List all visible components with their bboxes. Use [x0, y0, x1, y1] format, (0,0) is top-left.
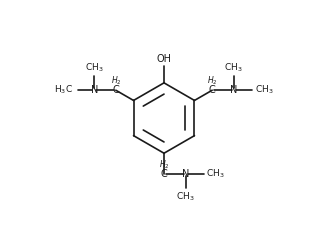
Text: N: N — [230, 85, 237, 95]
Text: CH$_3$: CH$_3$ — [255, 84, 273, 96]
Text: CH$_3$: CH$_3$ — [176, 190, 195, 203]
Text: N: N — [182, 169, 189, 179]
Text: N: N — [91, 85, 98, 95]
Text: CH$_3$: CH$_3$ — [85, 61, 104, 74]
Text: CH$_3$: CH$_3$ — [206, 167, 225, 180]
Text: CH$_3$: CH$_3$ — [224, 61, 243, 74]
Text: C: C — [161, 169, 167, 179]
Text: C: C — [113, 85, 119, 95]
Text: $H_2$: $H_2$ — [207, 75, 217, 87]
Text: $H_2$: $H_2$ — [111, 75, 121, 87]
Text: C: C — [209, 85, 215, 95]
Text: H$_3$C: H$_3$C — [54, 84, 73, 96]
Text: $H_2$: $H_2$ — [159, 158, 169, 171]
Text: OH: OH — [156, 54, 172, 64]
